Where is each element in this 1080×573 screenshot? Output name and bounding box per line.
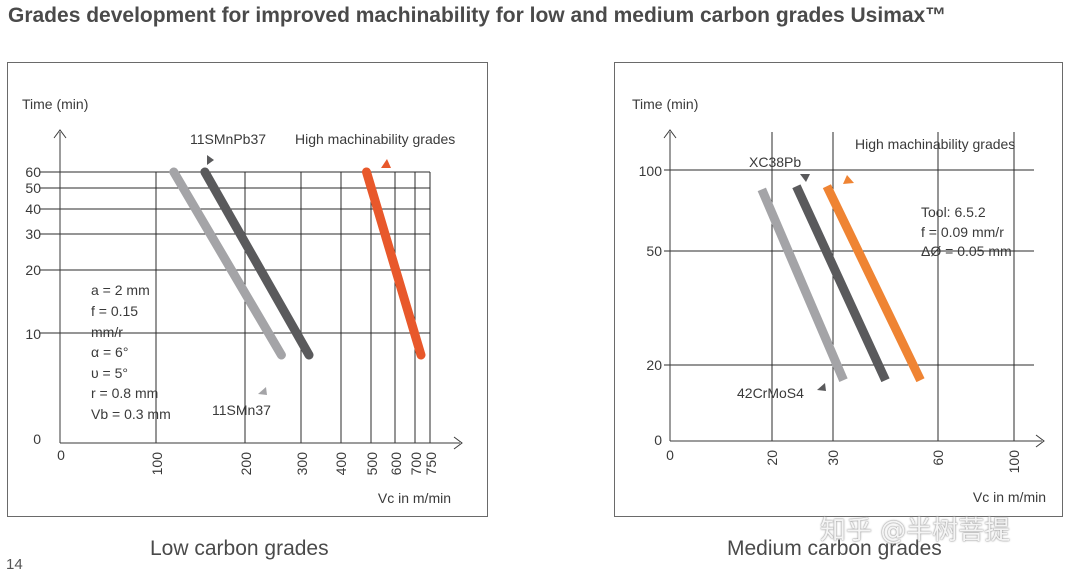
x-tick-label: 30 <box>825 450 841 466</box>
series-label-11smnpb37: 11SMnPb37 <box>190 131 266 147</box>
y-tick-label: 50 <box>25 180 41 196</box>
medium-carbon-caption: Medium carbon grades <box>727 537 942 560</box>
y-axis-arrow <box>53 129 67 139</box>
x-tick-label: 20 <box>764 450 780 466</box>
pointer-high-machinability <box>381 159 391 168</box>
x-axis-arrow <box>1035 434 1045 448</box>
series-line-high-machinability <box>822 184 925 383</box>
series-label-11smn37: 11SMn37 <box>212 402 271 418</box>
y-axis-label: Time (min) <box>632 96 698 112</box>
parameters-box: a = 2 mm f = 0.15 mm/r α = 6° υ = 5° r =… <box>91 282 171 422</box>
low-carbon-chart-svg: Time (min) Vc in m/min 60 50 40 30 20 10… <box>7 62 488 517</box>
y-tick-label: 20 <box>646 357 662 373</box>
page-title: Grades development for improved machinab… <box>8 4 947 27</box>
x-tick-label: 0 <box>57 447 65 463</box>
axes <box>53 129 463 450</box>
pointer-high-machinability <box>843 175 854 184</box>
series-line-11smn37 <box>169 167 286 360</box>
series-label-xc38pb: XC38Pb <box>749 154 801 170</box>
parameter-text: Tool: 6.5.2 <box>921 204 986 220</box>
x-tick-label: 300 <box>294 452 310 476</box>
x-tick-label: 500 <box>364 452 380 476</box>
x-axis-arrow <box>453 436 463 450</box>
y-axis-label: Time (min) <box>22 96 88 112</box>
medium-carbon-chart-svg: Time (min) Vc in m/min 100 50 20 0 0 20 … <box>614 62 1063 517</box>
page-number: 14 <box>6 556 23 573</box>
y-tick-label: 0 <box>654 432 662 448</box>
watermark: 知乎 @半树菩提 <box>820 516 1011 546</box>
pointer-11smn37 <box>258 387 267 395</box>
pointer-11smnpb37 <box>207 155 214 165</box>
x-tick-label: 700 <box>408 452 424 476</box>
low-carbon-chart: Time (min) Vc in m/min 60 50 40 30 20 10… <box>7 62 489 523</box>
y-tick-label: 100 <box>639 163 663 179</box>
series-label-42crmos4: 42CrMoS4 <box>737 385 804 401</box>
medium-carbon-chart: Time (min) Vc in m/min 100 50 20 0 0 20 … <box>614 62 1066 523</box>
chart-frame <box>614 62 1063 517</box>
parameter-text: f = 0.15 <box>91 303 138 319</box>
x-tick-label: 100 <box>149 452 165 476</box>
x-tick-label: 750 <box>423 452 439 476</box>
pointer-42crmos4 <box>817 383 826 391</box>
parameters-box: Tool: 6.5.2 f = 0.09 mm/r ΔØ = 0.05 mm <box>921 204 1012 259</box>
x-tick-label: 0 <box>666 447 674 463</box>
y-tick-label: 30 <box>25 226 41 242</box>
x-axis-label: Vc in m/min <box>973 489 1046 505</box>
series-label-high-machinability: High machinability grades <box>295 131 455 147</box>
y-tick-label: 20 <box>25 262 41 278</box>
series-label-high-machinability: High machinability grades <box>855 136 1015 152</box>
parameter-text: ΔØ = 0.05 mm <box>921 243 1012 259</box>
series-line-high-machinability <box>362 167 426 360</box>
x-axis-label: Vc in m/min <box>378 490 451 506</box>
low-carbon-caption: Low carbon grades <box>150 537 329 560</box>
grid <box>664 132 1034 441</box>
axes <box>663 129 1045 448</box>
parameter-text: a = 2 mm <box>91 282 150 298</box>
parameter-text: α = 6° <box>91 344 128 360</box>
parameter-text: f = 0.09 mm/r <box>921 224 1004 240</box>
y-axis-arrow <box>663 129 677 139</box>
x-tick-label: 60 <box>930 450 946 466</box>
parameter-text: υ = 5° <box>91 365 128 381</box>
y-tick-label: 60 <box>25 164 41 180</box>
parameter-text: mm/r <box>91 324 123 340</box>
x-tick-label: 600 <box>388 452 404 476</box>
pointer-xc38pb <box>800 174 810 182</box>
series-line-42crmos4 <box>757 187 848 382</box>
y-tick-label: 10 <box>25 326 41 342</box>
x-tick-label: 100 <box>1006 450 1022 474</box>
y-tick-label: 0 <box>33 431 41 447</box>
x-tick-label: 400 <box>333 452 349 476</box>
series-line-xc38pb <box>792 184 890 383</box>
x-tick-label: 200 <box>238 452 254 476</box>
parameter-text: Vb = 0.3 mm <box>91 406 171 422</box>
parameter-text: r = 0.8 mm <box>91 385 158 401</box>
series-line-11smnpb37 <box>200 167 314 360</box>
y-tick-label: 50 <box>646 243 662 259</box>
y-tick-label: 40 <box>25 201 41 217</box>
